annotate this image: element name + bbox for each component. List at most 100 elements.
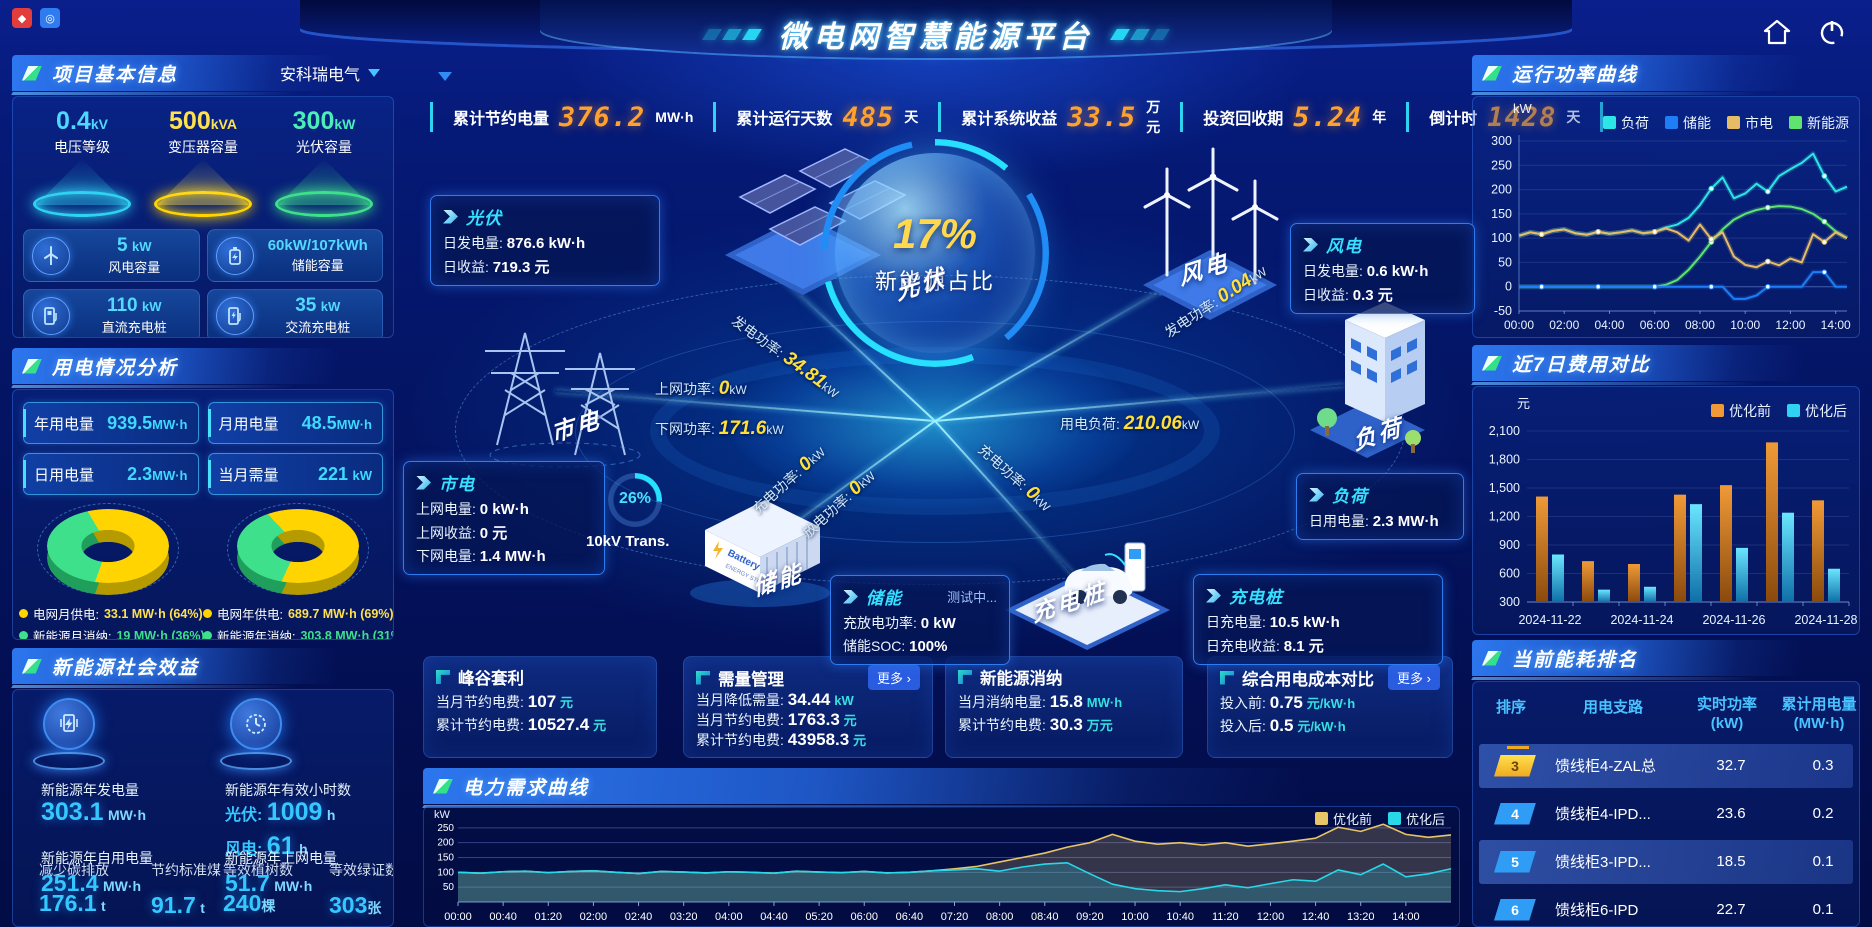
co2-label: 减少碳排放 xyxy=(39,862,109,878)
renewable-dot-icon xyxy=(19,631,28,639)
panel-corner-icon xyxy=(22,658,42,674)
pedestal-ring xyxy=(33,752,105,770)
coal-label: 节约标准煤 xyxy=(151,862,221,878)
ranking-row: 3 馈线柜4-ZAL总 32.7 0.3 xyxy=(1479,743,1853,788)
kpi-value: 33.5 xyxy=(1067,101,1137,133)
svg-text:100: 100 xyxy=(437,867,454,878)
svg-text:2024-11-24: 2024-11-24 xyxy=(1610,613,1673,627)
charger-info-card: 充电桩 日充电量: 10.5 kW·h 日充电收益: 8.1 元 xyxy=(1193,574,1443,665)
cost7d-title: 近7日费用对比 xyxy=(1512,354,1651,376)
svg-text:08:40: 08:40 xyxy=(1031,911,1059,923)
svg-text:2024-11-28: 2024-11-28 xyxy=(1794,613,1857,627)
pedestal-ring xyxy=(220,752,292,770)
svg-text:14:00: 14:00 xyxy=(1821,318,1851,332)
project-panel-header: 项目基本信息 安科瑞电气 xyxy=(12,55,394,91)
panel-corner-icon xyxy=(1482,355,1502,371)
ranking-row: 4 馈线柜4-IPD... 23.6 0.2 xyxy=(1479,792,1853,836)
benefit-panel-title: 新能源社会效益 xyxy=(52,657,200,679)
energy-flow-diagram: 17% 新能源占比 xyxy=(400,125,1475,670)
card-corner-icon xyxy=(436,670,450,684)
kpi-saved-energy: 累计节约电量 376.2 MW·h xyxy=(430,101,713,133)
demand-curve-panel-body: kW 优化前 优化后 250 200 150 100 50 00:00 00:40 01:20… xyxy=(423,806,1460,927)
testing-badge: 测试中... xyxy=(947,590,997,605)
chevron-right-icon xyxy=(443,209,458,224)
rank-badge: 3 xyxy=(1494,754,1536,777)
svg-text:01:20: 01:20 xyxy=(535,911,563,923)
pv-info-card: 光伏 日发电量: 876.6 kW·h 日收益: 719.3 元 xyxy=(430,195,660,286)
svg-text:04:40: 04:40 xyxy=(760,911,788,923)
pedestal-transformer: 500kVA 变压器容量 xyxy=(148,107,258,217)
peak-valley-card: 峰谷套利 当月节约电费: 107 元 累计节约电费: 10527.4 元 xyxy=(423,656,657,758)
svg-text:300: 300 xyxy=(1491,134,1512,148)
svg-text:600: 600 xyxy=(1499,567,1520,581)
trees-value: 240棵 xyxy=(223,890,276,916)
scroll-down-indicator-icon xyxy=(438,72,452,88)
home-icon[interactable] xyxy=(1762,18,1792,46)
svg-text:02:00: 02:00 xyxy=(1549,318,1579,332)
light-cone xyxy=(157,159,249,205)
gen-value: 303.1 MW·h xyxy=(41,798,147,826)
cost-more-button[interactable]: 更多 › xyxy=(1388,665,1440,690)
glow-ring xyxy=(154,191,252,217)
svg-text:10:00: 10:00 xyxy=(1730,318,1760,332)
trees-label: 等效植树数 xyxy=(223,862,293,878)
corner-badge-blue-icon[interactable]: ◎ xyxy=(40,8,60,28)
panel-corner-icon xyxy=(22,358,42,374)
svg-text:2,100: 2,100 xyxy=(1489,424,1520,438)
power-icon[interactable] xyxy=(1818,18,1846,46)
svg-text:11:20: 11:20 xyxy=(1212,911,1239,923)
transformer-load-percent: 26% xyxy=(619,490,652,507)
svg-text:02:40: 02:40 xyxy=(625,911,653,923)
demand-curve-panel-header: 电力需求曲线 xyxy=(423,768,1460,804)
svg-text:03:20: 03:20 xyxy=(670,911,698,923)
kpi-value: 376.2 xyxy=(559,101,646,133)
svg-text:09:20: 09:20 xyxy=(1076,911,1104,923)
cost-compare-card: 综合用电成本对比 更多 › 投入前: 0.75 元/kW·h 投入后: 0.5 元… xyxy=(1207,656,1453,758)
ranking-row: 5 馈线柜3-IPD... 18.5 0.1 xyxy=(1479,839,1853,884)
chevron-right-icon xyxy=(1309,487,1324,502)
svg-text:1,800: 1,800 xyxy=(1489,453,1520,467)
svg-text:12:00: 12:00 xyxy=(1775,318,1805,332)
capacity-card-wind: 5 kW 风电容量 xyxy=(23,229,200,282)
demand-more-button[interactable]: 更多 › xyxy=(868,665,920,690)
scroll-remnant xyxy=(1507,746,1529,749)
renewable-consumption-card: 新能源消纳 当月消纳电量: 15.8 MW·h 累计节约电费: 30.3 万元 xyxy=(945,656,1183,758)
svg-text:08:00: 08:00 xyxy=(986,911,1014,923)
corner-badge-red-icon[interactable]: ◆ xyxy=(12,8,32,28)
benefit-panel-header: 新能源社会效益 xyxy=(12,648,394,684)
stat-month-energy: 月用电量 48.5MW·h xyxy=(207,402,383,444)
svg-text:04:00: 04:00 xyxy=(1594,318,1624,332)
flow-load: 用电负荷: 210.06kW xyxy=(1060,413,1200,434)
rank-badge: 6 xyxy=(1494,898,1536,921)
card-corner-icon xyxy=(958,670,972,684)
svg-text:1,500: 1,500 xyxy=(1489,481,1520,495)
kpi-countdown: 倒计时1428天 xyxy=(1406,102,1604,133)
panel-corner-icon xyxy=(22,65,42,81)
stat-year-energy: 年用电量 939.5MW·h xyxy=(23,402,199,444)
benefit-panel-body: 新能源年发电量 303.1 MW·h 新能源年有效小时数 光伏: 1009 h … xyxy=(12,689,394,927)
svg-text:10:00: 10:00 xyxy=(1121,911,1149,923)
panel-corner-icon xyxy=(433,778,453,794)
transformer-load-gauge xyxy=(608,473,662,527)
ranking-table-header: 排序 用电支路 实时功率 (kW) 累计用电量 (MW·h) xyxy=(1495,696,1857,732)
generation-icon xyxy=(43,698,95,750)
chevron-right-icon xyxy=(1303,237,1318,252)
capacity-card-dc-charger: 110 kW 直流充电桩 xyxy=(23,289,200,337)
svg-text:00:00: 00:00 xyxy=(1504,318,1534,332)
ev-charger-illustration xyxy=(1005,542,1170,650)
grid-supply-dot-icon xyxy=(19,609,28,618)
pedestal-voltage: 0.4kV 电压等级 xyxy=(27,107,137,217)
cost7d-legend: 优化前 优化后 xyxy=(1711,401,1847,421)
company-selector[interactable]: 安科瑞电气 xyxy=(280,61,380,85)
cost7d-panel-header: 近7日费用对比 xyxy=(1472,345,1860,381)
capacity-card-ac-charger: 35 kW 交流充电桩 xyxy=(206,289,383,337)
usage-panel-header: 用电情况分析 xyxy=(12,348,394,384)
storage-info-card: 储能 测试中... 充放电功率: 0 kW 储能SOC: 100% xyxy=(830,575,1010,665)
svg-text:08:00: 08:00 xyxy=(1685,318,1715,332)
kpi-payback: 投资回收期 5.24 年 xyxy=(1180,102,1406,133)
svg-text:100: 100 xyxy=(1491,231,1512,245)
demand-ylabel: kW xyxy=(434,809,450,821)
cost7d-chart-canvas: 2,100 1,800 1,500 1,200 900 600 300 2024-11-22 2… xyxy=(1489,424,1858,627)
